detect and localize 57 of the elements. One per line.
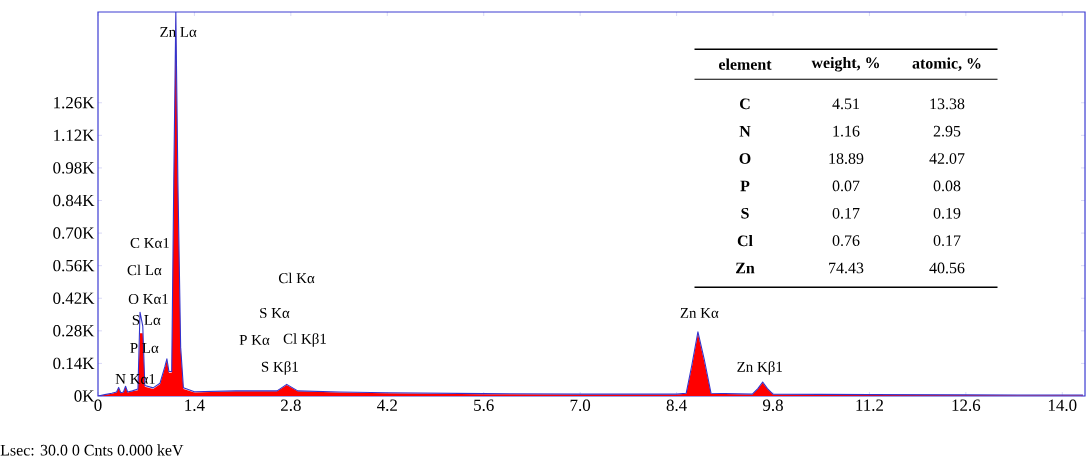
y-tick-label: O xyxy=(739,153,751,164)
y-tick-label: 0.56K xyxy=(53,259,95,272)
x-tick-label: 7.0 xyxy=(570,399,591,412)
annotation: Zn Kα xyxy=(680,308,719,318)
data-label: 1.16 xyxy=(833,125,860,137)
y-tick-label: 1.12K xyxy=(54,129,95,142)
x-tick-label: 4.2 xyxy=(377,399,397,411)
y-tick-label: 0.84K xyxy=(53,194,95,207)
y-tick-label: 0K xyxy=(74,390,95,402)
x-tick-label: 8.4 xyxy=(666,399,687,412)
annotation: P Kα xyxy=(239,335,270,345)
annotation: Zn Kβ1 xyxy=(737,361,782,375)
data-label: 4.51 xyxy=(832,98,859,110)
annotation: S Kα xyxy=(260,307,290,319)
x-tick-label: 11.2 xyxy=(856,399,883,411)
y-tick-label: Cl xyxy=(737,235,753,247)
y-tick-label: 0.42K xyxy=(53,292,95,304)
x-tick-label: 14.0 xyxy=(1048,399,1077,412)
annotation: S Lα xyxy=(132,314,161,326)
data-label: 40.56 xyxy=(929,262,965,274)
y-axis-title: element xyxy=(719,58,772,70)
x-tick-label: weight, % xyxy=(811,56,880,72)
data-label: 2.95 xyxy=(933,125,961,137)
data-label: 0.17 xyxy=(933,235,961,247)
x-tick-label: 2.8 xyxy=(281,399,301,412)
y-tick-label: 0.14K xyxy=(53,357,95,370)
y-tick-label: 1.26K xyxy=(54,97,95,109)
annotation: Cl Kα xyxy=(278,272,315,284)
annotation: Cl Lα xyxy=(127,264,162,276)
annotation: S Kβ1 xyxy=(261,361,298,375)
data-label: 0.76 xyxy=(832,235,860,247)
data-label: 0.19 xyxy=(933,207,961,219)
x-tick-label: 5.6 xyxy=(474,399,494,411)
y-tick-label: P xyxy=(740,180,750,192)
x-tick-label: 1.4 xyxy=(185,399,205,411)
x-tick-label: atomic, % xyxy=(912,57,981,71)
x-tick-label: 12.6 xyxy=(952,399,981,411)
data-label: 18.89 xyxy=(829,153,864,164)
annotation: C Kα1 xyxy=(130,237,169,249)
y-tick-label: 0.98K xyxy=(53,162,95,174)
y-tick-label: C xyxy=(740,98,750,110)
y-tick-label: S xyxy=(741,207,749,219)
data-label: 13.38 xyxy=(930,98,965,110)
data-label: 0.07 xyxy=(832,180,860,192)
data-label: 0.08 xyxy=(933,180,961,192)
y-tick-label: Zn xyxy=(736,262,755,274)
y-tick-label: 0.70K xyxy=(53,227,95,239)
annotation: Cl Kβ1 xyxy=(283,333,326,347)
y-tick-label: N xyxy=(739,126,751,137)
x-tick-label: 0 xyxy=(94,399,102,411)
data-label: 42.07 xyxy=(929,153,965,164)
y-tick-label: 0.28K xyxy=(53,325,95,337)
data-label: 0.17 xyxy=(832,207,860,219)
text: Lsec: 30.0 0 Cnts 0.000 keV xyxy=(0,444,184,456)
annotation: O Kα1 xyxy=(128,293,168,305)
x-tick-label: 9.8 xyxy=(762,399,783,412)
data-label: 74.43 xyxy=(829,262,864,274)
